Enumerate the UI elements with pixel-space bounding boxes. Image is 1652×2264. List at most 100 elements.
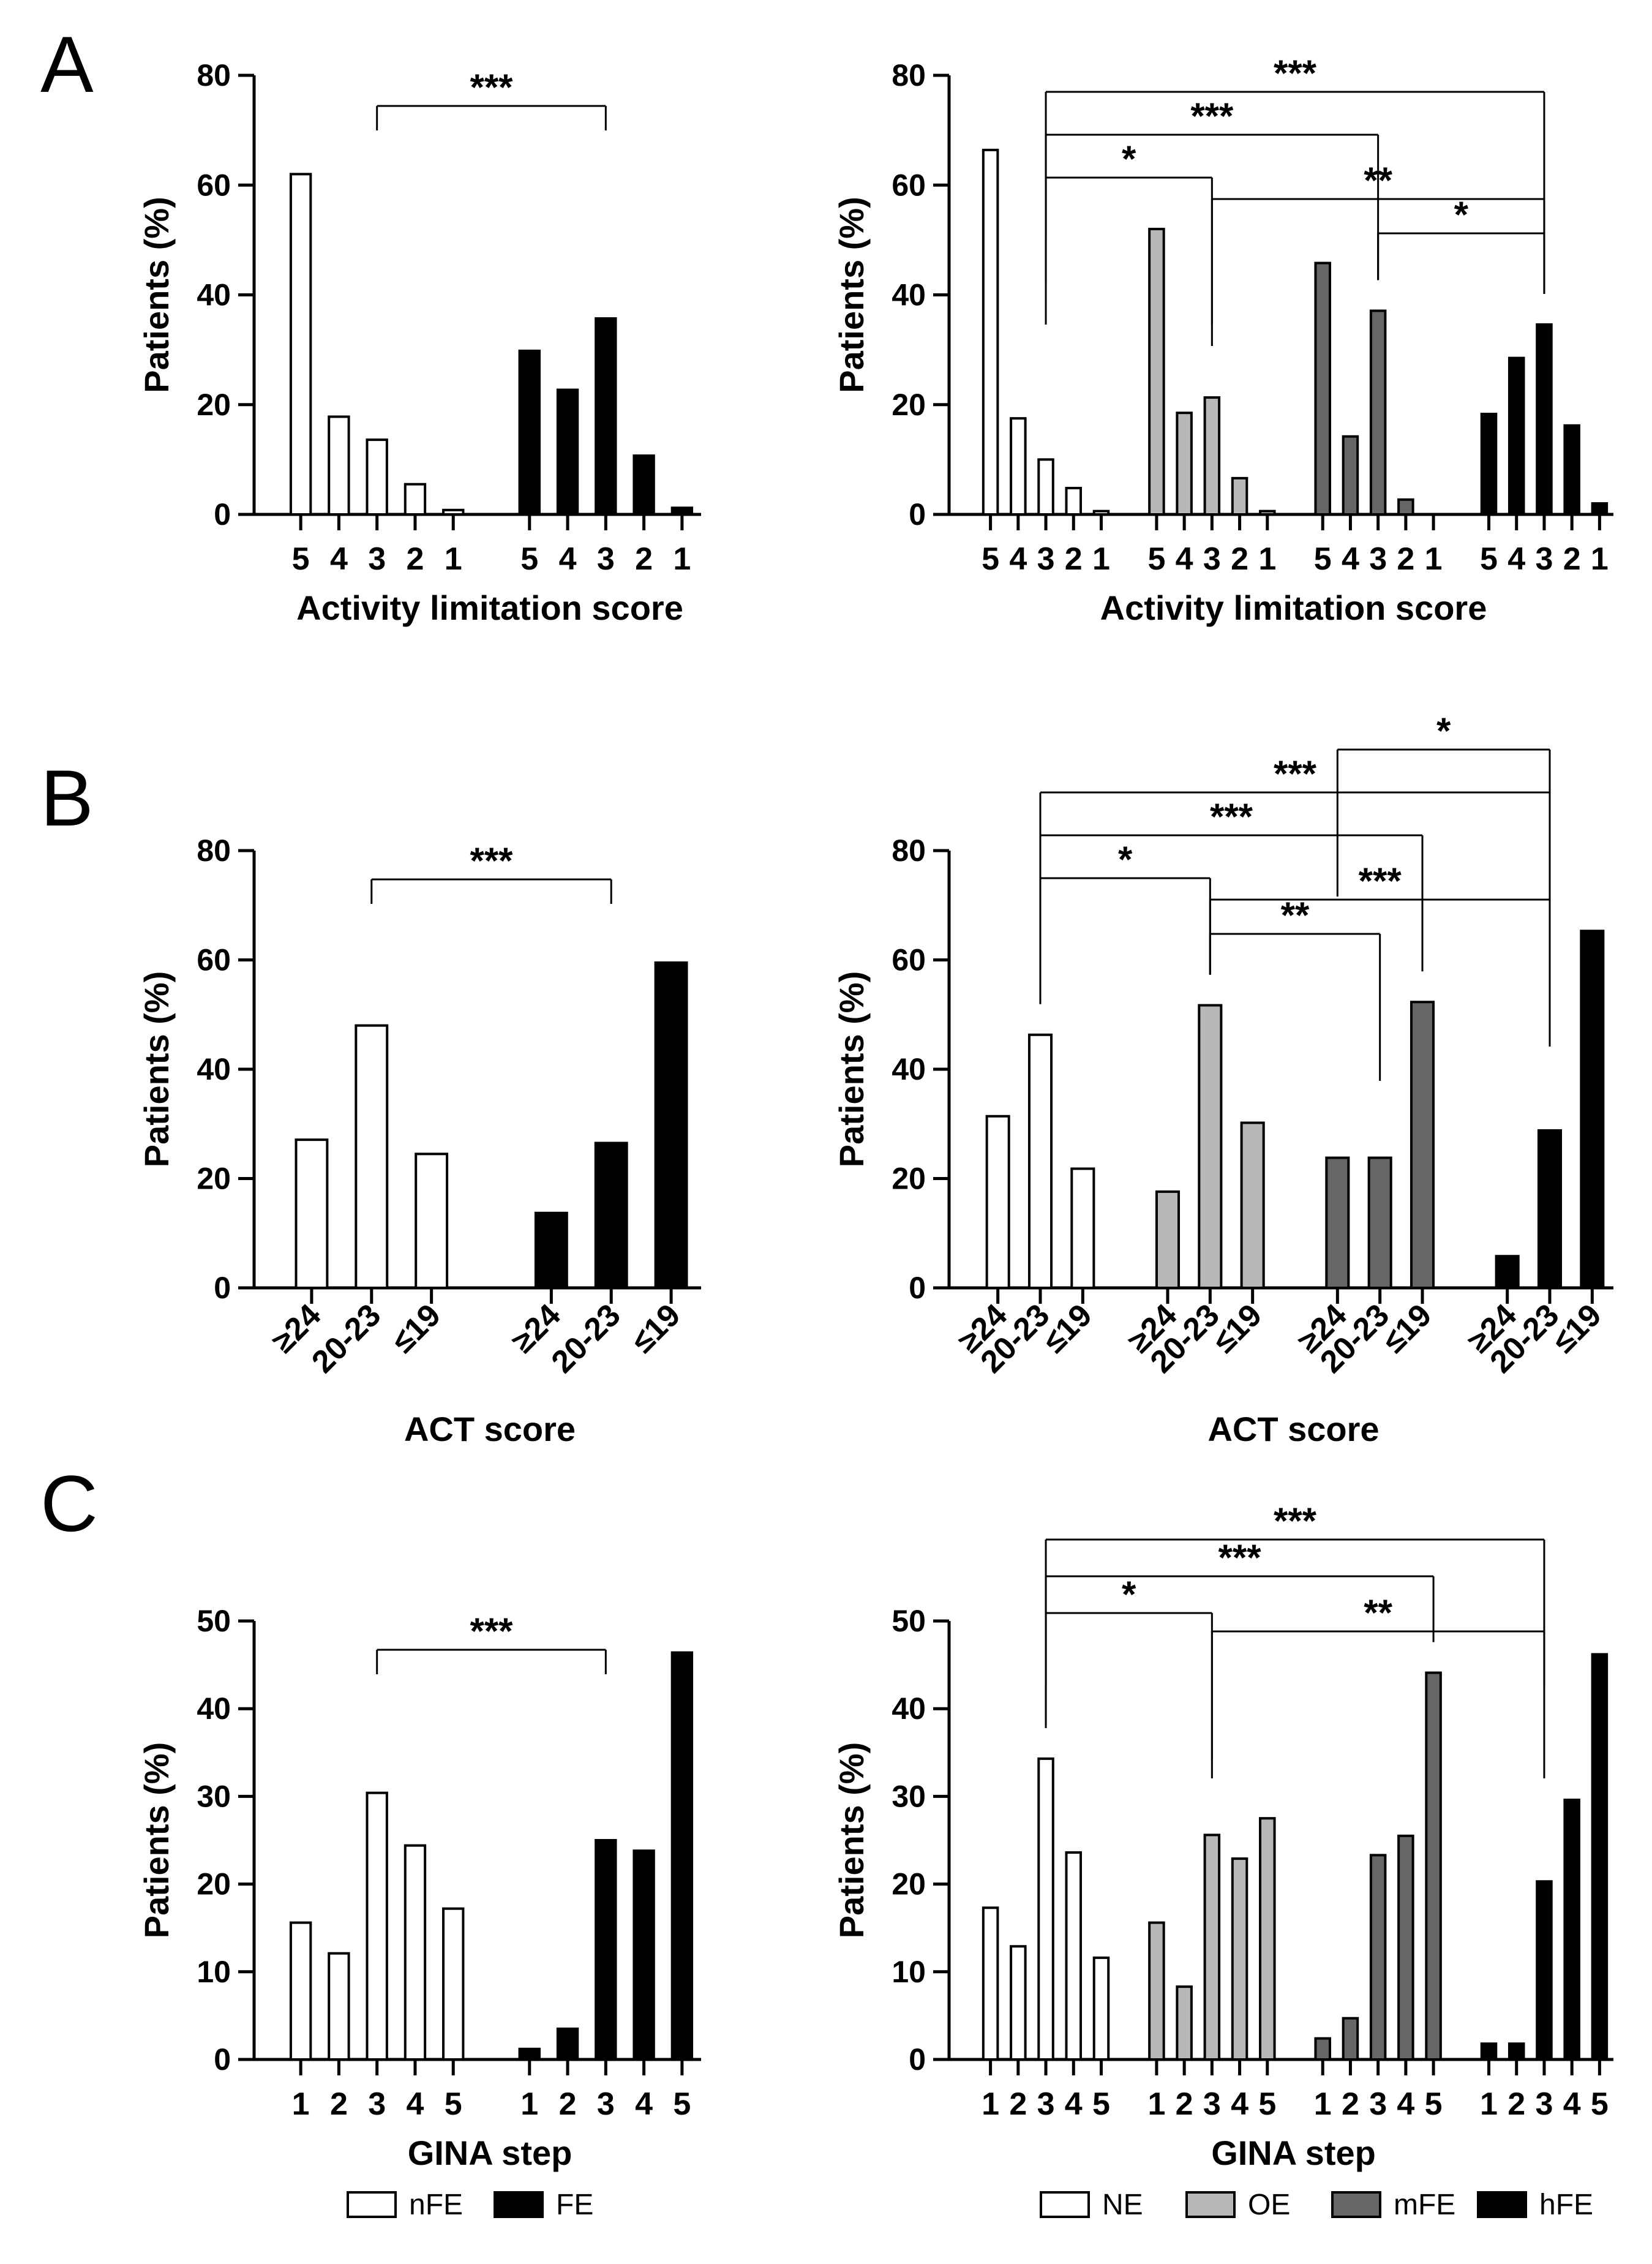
x-category-label: 4 — [1397, 2086, 1414, 2122]
bar-nfe — [442, 1907, 465, 2061]
y-tick-label: 30 — [197, 1779, 231, 1813]
x-category-label: 20-23 — [305, 1297, 388, 1380]
bar-oe — [1240, 1121, 1265, 1289]
x-category-label: ≤19 — [1037, 1297, 1099, 1360]
y-tick-label: 80 — [892, 58, 926, 92]
significance-label: *** — [1274, 53, 1317, 94]
y-tick-label: 0 — [909, 497, 926, 532]
y-tick-label: 20 — [197, 1162, 231, 1196]
x-axis-title: Activity limitation score — [296, 589, 683, 627]
x-category-label: 5 — [292, 541, 310, 577]
significance-label: ** — [1281, 895, 1310, 936]
bar-fe — [595, 1839, 617, 2061]
y-tick-label: 0 — [909, 2042, 926, 2077]
y-tick-label: 40 — [892, 278, 926, 312]
bar-ne — [1070, 1167, 1095, 1290]
x-category-label: 5 — [673, 2086, 691, 2122]
bar-fe — [654, 961, 688, 1289]
bar-fe — [556, 2027, 579, 2061]
y-axis-title: Patients (%) — [137, 971, 176, 1168]
significance-label: * — [1122, 138, 1136, 179]
x-category-label: 2 — [1397, 541, 1414, 577]
x-category-label: 4 — [1231, 2086, 1248, 2122]
bar-oe — [1176, 1985, 1193, 2061]
x-axis-title: Activity limitation score — [1100, 589, 1487, 627]
y-tick-label: 20 — [892, 1162, 926, 1196]
bar-nfe — [404, 1844, 427, 2061]
bar-fe — [518, 2047, 541, 2061]
bar-fe — [556, 388, 579, 516]
significance-label: *** — [1190, 96, 1234, 137]
bar-ne — [1065, 486, 1083, 516]
bar-mfe — [1325, 1156, 1350, 1289]
x-category-label: 5 — [1258, 2086, 1276, 2122]
bar-oe — [1203, 1833, 1221, 2061]
x-category-label: 4 — [330, 541, 348, 577]
x-category-label: 2 — [1009, 2086, 1027, 2122]
bar-ne — [1037, 458, 1054, 516]
x-category-label: 3 — [368, 541, 386, 577]
bar-mfe — [1367, 1156, 1392, 1289]
x-category-label: 5 — [1314, 541, 1332, 577]
x-category-label: 5 — [445, 2086, 462, 2122]
x-category-label: ≤19 — [1206, 1297, 1269, 1360]
significance-label: ** — [1364, 160, 1392, 201]
panel-letter-a: A — [40, 20, 94, 109]
significance-label: * — [1118, 839, 1133, 880]
bar-ne — [1027, 1033, 1053, 1289]
x-category-label: 1 — [1092, 541, 1110, 577]
x-category-label: 3 — [597, 541, 615, 577]
significance-label: *** — [1359, 860, 1402, 901]
x-category-label: 2 — [1231, 541, 1248, 577]
bar-oe — [1231, 476, 1248, 516]
x-category-label: 3 — [1535, 2086, 1553, 2122]
bar-fe — [518, 349, 541, 516]
bar-nfe — [442, 508, 465, 516]
bar-ne — [1092, 510, 1110, 516]
bar-mfe — [1397, 1834, 1414, 2061]
bar-mfe — [1369, 1854, 1387, 2061]
legend-swatch-ne — [1040, 2191, 1090, 2218]
bar-oe — [1259, 510, 1276, 516]
legend-label-mfe: mFE — [1394, 2189, 1455, 2221]
x-category-label: 2 — [406, 541, 424, 577]
bar-nfe — [289, 1921, 312, 2061]
y-tick-label: 10 — [197, 1955, 231, 1989]
x-category-label: 1 — [445, 541, 462, 577]
bar-oe — [1259, 1817, 1276, 2061]
significance-label: * — [1122, 1574, 1136, 1615]
bar-hfe — [1480, 412, 1498, 516]
x-category-label: 5 — [982, 541, 999, 577]
bar-hfe — [1591, 1653, 1609, 2061]
bar-hfe — [1480, 2042, 1498, 2061]
x-category-label: 3 — [368, 2086, 386, 2122]
y-tick-label: 60 — [197, 943, 231, 977]
x-category-label: 4 — [1065, 2086, 1083, 2122]
bar-hfe — [1563, 1799, 1580, 2061]
y-axis-title: Patients (%) — [137, 197, 176, 393]
y-tick-label: 40 — [197, 1052, 231, 1086]
bar-nfe — [366, 438, 388, 516]
x-category-label: 20-23 — [545, 1297, 628, 1380]
y-tick-label: 0 — [214, 1271, 231, 1305]
legend-label-fe: FE — [556, 2189, 593, 2221]
y-tick-label: 60 — [892, 168, 926, 202]
x-category-label: 3 — [1203, 2086, 1221, 2122]
x-category-label: 5 — [1591, 2086, 1609, 2122]
bar-fe — [594, 1141, 628, 1290]
significance-label: *** — [1274, 753, 1317, 794]
legend-label-ne: NE — [1102, 2189, 1143, 2221]
panel-letter-c: C — [40, 1459, 98, 1548]
significance-label: *** — [1274, 1500, 1317, 1541]
bar-oe — [1198, 1004, 1223, 1289]
legend-swatch-nfe — [347, 2191, 397, 2218]
y-tick-label: 30 — [892, 1779, 926, 1813]
bar-fe — [633, 454, 655, 516]
bar-nfe — [328, 1952, 350, 2061]
x-category-label: 1 — [982, 2086, 999, 2122]
